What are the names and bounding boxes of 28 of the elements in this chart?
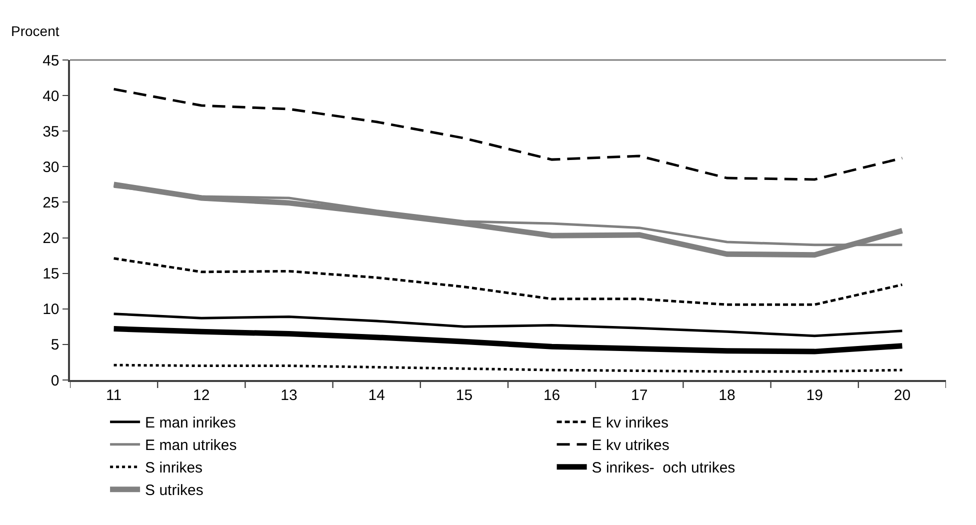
x-tick-label: 14: [368, 386, 385, 404]
y-tick-label: 5: [50, 336, 60, 354]
legend-label: E kv utrikes: [592, 437, 670, 454]
x-tick-label: 16: [543, 386, 560, 404]
x-tick-label: 17: [631, 386, 648, 404]
x-tick-label: 12: [193, 386, 210, 404]
y-tick-label: 30: [42, 158, 60, 176]
x-tick-label: 15: [456, 386, 473, 404]
legend-label: E man inrikes: [145, 414, 236, 432]
x-tick-label: 20: [894, 386, 911, 404]
y-tick-label: 15: [42, 266, 60, 283]
y-axis-title: Procent: [11, 23, 60, 39]
x-tick-label: 18: [718, 386, 736, 404]
legend-label: S inrikes: [145, 460, 203, 477]
y-tick-label: 25: [42, 194, 60, 212]
x-tick-label: 19: [806, 386, 823, 404]
y-tick-label: 10: [42, 301, 60, 318]
x-tick-label: 13: [280, 386, 298, 404]
y-tick-label: 0: [50, 372, 60, 390]
legend-label: E kv inrikes: [592, 414, 668, 432]
legend-label: E man utrikes: [145, 437, 237, 454]
y-tick-label: 40: [42, 88, 60, 105]
legend-label: S utrikes: [145, 482, 204, 500]
y-tick-label: 45: [42, 52, 60, 70]
y-tick-label: 35: [42, 123, 60, 140]
x-tick-label: 11: [106, 386, 122, 404]
y-tick-label: 20: [42, 230, 60, 248]
legend-label: S inrikes- och utrikes: [592, 460, 736, 477]
